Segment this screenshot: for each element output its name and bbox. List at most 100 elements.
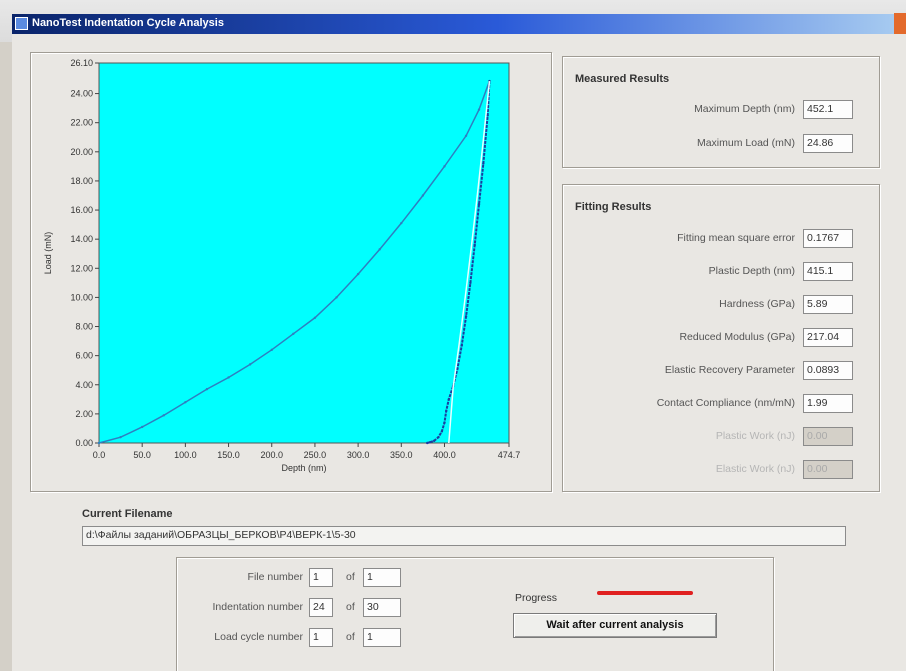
loading-point [248, 363, 252, 366]
fitting-row-field: 0.00 [803, 427, 853, 446]
unloading-point [460, 344, 463, 347]
x-tick-label: 0.0 [93, 450, 106, 460]
x-tick-label: 400.0 [433, 450, 456, 460]
unloading-point [440, 430, 444, 433]
fitting-row-label: Elastic Work (nJ) [715, 463, 795, 475]
current-filename-title: Current Filename [82, 508, 173, 520]
y-tick-label: 16.00 [70, 205, 93, 215]
loading-curve [98, 80, 491, 444]
loading-point [162, 414, 165, 417]
fitting-row-label: Plastic Work (nJ) [715, 430, 795, 442]
close-icon[interactable] [894, 13, 906, 35]
unloading-point [486, 114, 489, 117]
x-tick-label: 150.0 [217, 450, 240, 460]
y-tick-label: 18.00 [70, 176, 93, 186]
x-tick-label: 50.0 [133, 450, 151, 460]
y-tick-label: 24.00 [70, 89, 93, 99]
max-load-field[interactable]: 24.86 [803, 134, 853, 153]
file-number-field[interactable]: 1 [309, 568, 333, 587]
indentation-total-field[interactable]: 30 [363, 598, 401, 617]
load-cycle-total-field[interactable]: 1 [363, 628, 401, 647]
wait-after-analysis-button[interactable]: Wait after current analysis [513, 613, 717, 638]
file-number-label: File number [247, 571, 303, 583]
unloading-point [443, 421, 446, 424]
x-tick-label: 474.7 [498, 450, 521, 460]
loading-point [400, 221, 403, 225]
loading-point [477, 108, 481, 111]
progress-bar-fill [597, 591, 693, 595]
app-icon[interactable] [15, 17, 28, 30]
window-title: NanoTest Indentation Cycle Analysis [32, 17, 224, 29]
unloading-point [473, 243, 476, 247]
load-depth-chart: 0.0 50.0 100.0 150.0 200.0 250.0 300.0 350.0 400… [43, 58, 521, 473]
loading-point [292, 332, 295, 336]
fitting-row-label: Hardness (GPa) [719, 298, 795, 310]
loading-point [378, 248, 381, 251]
measured-results-panel: Measured Results Maximum Depth (nm) 452.… [562, 56, 880, 168]
y-tick-label: 4.00 [75, 380, 93, 390]
unloading-point [426, 441, 429, 445]
loading-point [464, 134, 468, 137]
loading-point [421, 194, 425, 197]
loading-point [184, 401, 187, 404]
loading-point [119, 435, 122, 439]
filename-field[interactable]: d:\Файлы заданий\ОБРАЗЦЫ_БЕРКОВ\Р4\ВЕРК-… [82, 526, 846, 546]
load-cycle-of-label: of [346, 631, 355, 643]
max-load-label: Maximum Load (mN) [696, 137, 795, 149]
unloading-point [445, 409, 448, 413]
max-depth-label: Maximum Depth (nm) [694, 103, 795, 115]
y-tick-label: 8.00 [75, 322, 93, 332]
y-tick-label: 20.00 [70, 147, 93, 157]
x-tick-label: 300.0 [347, 450, 370, 460]
file-total-field[interactable]: 1 [363, 568, 401, 587]
fitting-row-field[interactable]: 0.0893 [803, 361, 853, 380]
max-depth-field[interactable]: 452.1 [803, 100, 853, 119]
unloading-point [464, 315, 468, 318]
loading-point [97, 441, 101, 445]
window-caption: NanoTest Indentation Cycle Analysis [12, 14, 894, 34]
fitting-results-panel: Fitting Results Fitting mean square erro… [562, 184, 880, 492]
unloading-point [469, 281, 472, 285]
x-tick-label: 100.0 [174, 450, 197, 460]
y-tick-label: 0.00 [75, 438, 93, 448]
progress-label: Progress [515, 592, 558, 604]
fitting-row-label: Contact Compliance (nm/mN) [656, 397, 795, 409]
fitting-row-label: Fitting mean square error [677, 232, 795, 244]
file-of-label: of [346, 571, 355, 583]
y-axis-label: Load (mN) [43, 232, 53, 275]
y-tick-label: 14.00 [70, 234, 93, 244]
y-tick-label: 2.00 [75, 409, 93, 419]
y-tick-label: 26.10 [70, 58, 93, 68]
plot-area [98, 62, 510, 444]
indentation-of-label: of [346, 601, 355, 613]
indentation-number-label: Indentation number [212, 601, 303, 613]
fit-curve [448, 80, 491, 444]
unloading-point [432, 439, 436, 443]
loading-point [443, 165, 446, 168]
counters-panel: File number 1 of 1 Indentation number 24… [176, 557, 774, 671]
fitting-row-field[interactable]: 415.1 [803, 262, 853, 281]
chart-panel: 0.0 50.0 100.0 150.0 200.0 250.0 300.0 350.0 400… [30, 52, 552, 492]
unloading-point [456, 367, 459, 370]
y-tick-label: 10.00 [70, 292, 93, 302]
fitting-row-field[interactable]: 1.99 [803, 394, 853, 413]
unloading-point [428, 441, 431, 444]
loading-point [335, 296, 338, 299]
unloading-point [437, 435, 440, 439]
fitting-row-field[interactable]: 0.1767 [803, 229, 853, 248]
fitting-row-field[interactable]: 5.89 [803, 295, 853, 314]
loading-point [356, 272, 360, 276]
load-cycle-number-label: Load cycle number [214, 631, 303, 643]
progress-bar [597, 591, 693, 595]
y-tick-label: 22.00 [70, 118, 93, 128]
loading-point [140, 425, 144, 429]
unloading-point [447, 398, 450, 401]
fitting-row-field[interactable]: 217.04 [803, 328, 853, 347]
x-tick-label: 250.0 [304, 450, 327, 460]
y-tick-label: 12.00 [70, 263, 93, 273]
loading-point [205, 387, 209, 391]
indentation-number-field[interactable]: 24 [309, 598, 333, 617]
load-cycle-number-field[interactable]: 1 [309, 628, 333, 647]
loading-point [313, 316, 317, 319]
fitting-row-label: Plastic Depth (nm) [708, 265, 795, 277]
